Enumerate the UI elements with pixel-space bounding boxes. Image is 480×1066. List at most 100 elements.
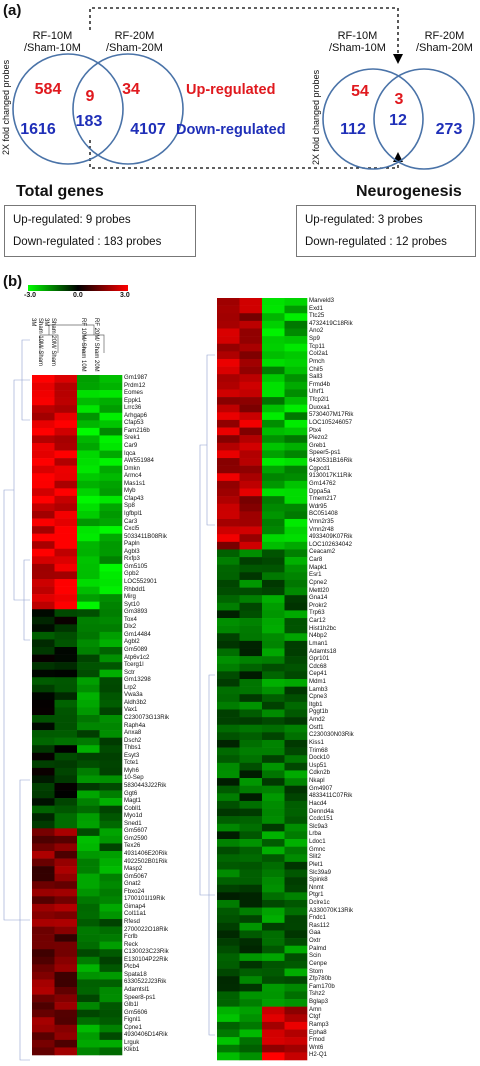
gene-label: Glb1l <box>124 1001 139 1009</box>
heatmap-cell <box>54 390 78 398</box>
heatmap-cell <box>99 586 123 595</box>
heatmap-cell <box>284 976 308 985</box>
heatmap-cell <box>77 677 100 686</box>
heatmap-cell <box>262 480 285 489</box>
heatmap-cell <box>54 767 78 776</box>
gene-label: Col11a1 <box>124 910 147 918</box>
gene-label: 5730407M17Rik <box>309 411 354 419</box>
heatmap-cell <box>262 1021 285 1030</box>
heatmap-cell <box>239 595 263 604</box>
heatmap-cell <box>262 518 285 527</box>
gene-label: Palmd <box>309 944 327 952</box>
heatmap-cell <box>284 1044 308 1053</box>
gene-label: Spink8 <box>309 876 328 884</box>
gene-label: Gpb2 <box>124 570 139 578</box>
heatmap-cell <box>32 450 55 459</box>
heatmap-cell <box>32 820 55 829</box>
heatmap-cell <box>239 938 263 946</box>
heatmap-cell <box>77 994 100 1003</box>
heatmap-cell <box>217 976 240 985</box>
heatmap-cell <box>54 1039 78 1048</box>
gene-label: Cgpcd1 <box>309 464 331 472</box>
heatmap-cell <box>32 662 55 670</box>
gene-label: Pmch <box>309 357 325 365</box>
heatmap-cell <box>99 624 123 633</box>
heatmap-cell <box>262 861 285 870</box>
gene-label: 4732419C18Rik <box>309 319 353 327</box>
heatmap-cell <box>284 572 308 581</box>
heatmap-cell <box>54 616 78 625</box>
heatmap-cell <box>262 458 285 466</box>
total-up-both: 9 <box>85 88 95 105</box>
heatmap-cell <box>32 1009 55 1018</box>
heatmap-cell <box>77 458 100 466</box>
heatmap-cell <box>284 915 308 924</box>
heatmap-cell <box>262 831 285 840</box>
heatmap-cell <box>239 366 263 375</box>
heatmap-cell <box>217 846 240 855</box>
heatmap-cell <box>77 533 100 542</box>
heatmap-cell <box>284 320 308 329</box>
heatmap-cell <box>239 557 263 565</box>
gene-label: Fcrlb <box>124 933 138 941</box>
heatmap-cell <box>239 816 263 825</box>
heatmap-cell <box>284 762 308 771</box>
heatmap-cell <box>99 669 123 678</box>
gene-label: Dppa5a <box>309 487 331 495</box>
heatmap-cell <box>284 991 308 1000</box>
heatmap-cell <box>262 397 285 405</box>
heatmap-cell <box>217 808 240 817</box>
heatmap-cell <box>99 737 123 746</box>
gene-label: Hacd4 <box>309 799 327 807</box>
heatmap-cell <box>239 381 263 390</box>
heatmap-cell <box>217 595 240 604</box>
heatmap-cell <box>99 919 123 927</box>
heatmap-cell <box>32 548 55 557</box>
heatmap-cell <box>32 1047 55 1056</box>
heatmap-cell <box>217 831 240 840</box>
heatmap-cell <box>77 473 100 482</box>
heatmap-cell <box>284 503 308 512</box>
heatmap-cell <box>262 755 285 764</box>
heatmap-cell <box>262 549 285 558</box>
scale-max-label: 3.0 <box>120 292 130 299</box>
heatmap-cell <box>32 427 55 436</box>
gene-label: Tcerg1l <box>124 661 144 669</box>
heatmap-cell <box>217 953 240 962</box>
gene-label: Klkb1 <box>124 1046 140 1054</box>
heatmap-cell <box>32 624 55 633</box>
heatmap-cell <box>77 911 100 920</box>
heatmap-cell <box>262 762 285 771</box>
heatmap-cell <box>239 587 263 596</box>
gene-label: Atp6v1c2 <box>124 653 150 661</box>
gene-label: Aldh3b2 <box>124 698 147 706</box>
heatmap-cell <box>239 922 263 931</box>
heatmap-cell <box>239 907 263 916</box>
heatmap-cell <box>262 656 285 665</box>
heatmap-cell <box>99 518 123 527</box>
heatmap-cell <box>262 557 285 565</box>
heatmap-cell <box>54 790 78 799</box>
heatmap-cell <box>54 979 78 988</box>
heatmap-cell <box>32 473 55 482</box>
heatmap-cell <box>217 427 240 436</box>
gene-label: Ttc25 <box>309 312 325 320</box>
gene-label: Gm4907 <box>309 784 333 792</box>
heatmap-cell <box>217 983 240 992</box>
heatmap-cell <box>239 1006 263 1015</box>
heatmap-cell <box>239 579 263 588</box>
gene-label: Agbl3 <box>124 547 140 555</box>
gene-label: Raph4a <box>124 721 146 729</box>
heatmap-cell <box>54 684 78 693</box>
heatmap-cell <box>284 953 308 962</box>
heatmap-cell <box>99 1047 123 1056</box>
gene-label: 6330522J23Rik <box>124 978 167 986</box>
heatmap-cell <box>99 775 123 784</box>
heatmap-cell <box>99 835 123 844</box>
heatmap-cell <box>217 861 240 870</box>
heatmap-cell <box>99 601 123 610</box>
heatmap-cell <box>217 945 240 954</box>
heatmap-cell <box>99 435 123 444</box>
panel-a-label: (a) <box>3 2 22 19</box>
gene-label: Arhgap6 <box>124 411 148 419</box>
